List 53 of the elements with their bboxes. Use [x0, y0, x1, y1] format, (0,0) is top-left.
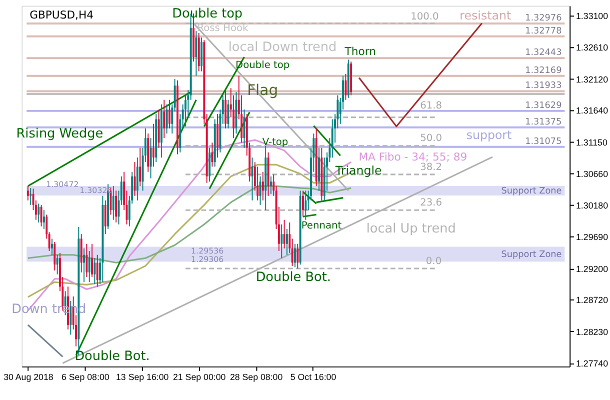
ref-line-label: 1.31075 [525, 136, 562, 147]
y-tick-label: 1.28720 [576, 295, 608, 306]
annotation: 1.30472 [46, 180, 79, 190]
annotation: 50.0 [420, 133, 442, 144]
y-tick-label: 1.28230 [576, 326, 608, 337]
y-tick-label: 1.30180 [576, 200, 608, 210]
y-tick-label: 1.31640 [576, 106, 608, 116]
annotation: Pennant [301, 220, 342, 232]
y-tick-label: 1.27740 [576, 358, 608, 369]
ref-line-label: 1.31375 [525, 117, 562, 128]
annotation: 38.2 [420, 162, 442, 173]
annotation: Ross Hook [197, 22, 248, 34]
ref-line-label: 1.32169 [525, 66, 562, 76]
y-tick-label: 1.32610 [576, 42, 608, 53]
annotation: 23.6 [420, 197, 442, 208]
x-tick-label: 6 Sep 08:00 [62, 372, 110, 382]
chart-title: GBPUSD,H4 [30, 8, 94, 22]
annotation: 100.0 [410, 11, 439, 22]
x-tick-label: 30 Aug 2018 [4, 372, 54, 382]
x-tick-label: 21 Sep 00:00 [172, 372, 226, 382]
y-tick-label: 1.32120 [576, 74, 608, 85]
x-tick-label: 5 Oct 16:00 [290, 372, 336, 382]
annotation: local Up trend [366, 221, 456, 236]
ref-line-label: 1.31933 [525, 81, 562, 92]
band-label: Support Zone [501, 250, 562, 260]
band-label: Support Zone [501, 186, 562, 197]
x-tick-label: 28 Sep 08:00 [230, 372, 283, 382]
annotation: Flag [247, 82, 278, 100]
annotation: Rising Wedge [16, 126, 104, 142]
y-tick-label: 1.29690 [576, 232, 608, 242]
ref-line-label: 1.32976 [525, 14, 562, 24]
annotation: 1.29536 [191, 246, 224, 256]
annotation: Triangle [334, 164, 382, 178]
annotation: Double Bot. [74, 348, 150, 364]
annotation: 0.0 [426, 256, 442, 267]
annotation: V-top [262, 136, 288, 148]
annotation: Double Bot. [256, 270, 331, 286]
y-tick-label: 1.33100 [576, 10, 608, 21]
y-tick-label: 1.30660 [576, 169, 608, 180]
annotation: 61.8 [420, 100, 442, 112]
annotation: resistant [460, 8, 512, 22]
annotation: support [466, 128, 512, 142]
y-tick-label: 1.31150 [576, 137, 608, 148]
y-tick-label: 1.29200 [576, 264, 608, 274]
annotation: local Down trend [228, 40, 337, 55]
annotation: MA Fibo - 34; 55; 89 [358, 150, 468, 164]
annotation: 1.29306 [191, 254, 224, 264]
ref-line-label: 1.32443 [525, 48, 562, 58]
x-tick-label: 13 Sep 16:00 [116, 372, 169, 382]
ref-line-label: 1.31629 [525, 100, 562, 111]
ref-line-label: 1.32778 [525, 26, 562, 36]
annotation: Double top [172, 6, 243, 22]
annotation: Thorn [344, 44, 376, 58]
